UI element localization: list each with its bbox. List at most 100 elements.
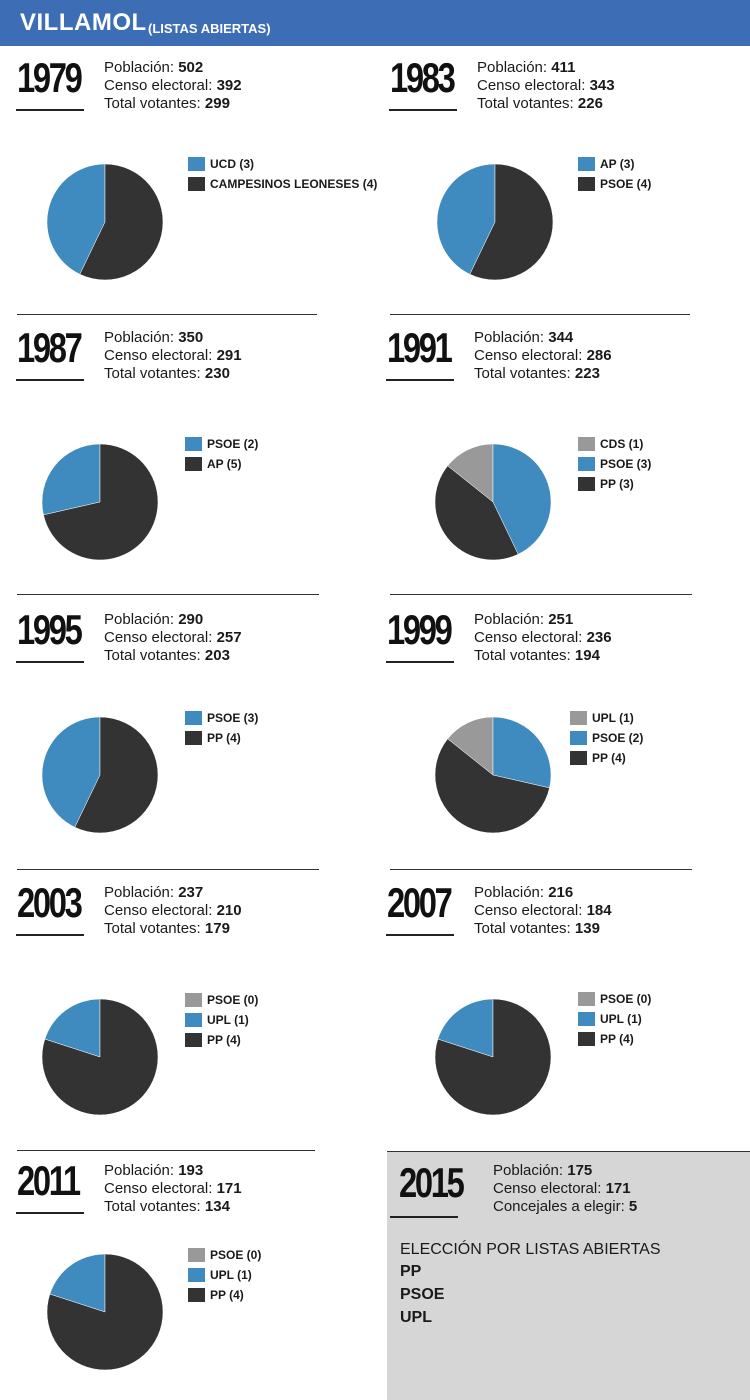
separator-line — [387, 1151, 750, 1152]
year-label: 2015 — [399, 1159, 465, 1206]
legend-swatch — [188, 1248, 205, 1262]
pie-slice — [74, 716, 159, 834]
pie-slice — [41, 998, 159, 1116]
stat-poblacion: Población: 502 — [104, 59, 204, 76]
year-label: 1991 — [387, 324, 453, 371]
stats: Población: 193 Censo electoral: 171 Total … — [104, 1162, 242, 1216]
stat-censo: Censo electoral: 286 — [474, 347, 612, 364]
pie-chart-1987 — [41, 443, 159, 561]
legend-swatch — [185, 1013, 202, 1027]
pie-chart-2007 — [434, 998, 552, 1116]
legend: AP (3) PSOE (4) — [578, 154, 651, 194]
legend-item: UPL (1) — [185, 1010, 258, 1030]
legend-item: UPL (1) — [570, 708, 643, 728]
legend-swatch — [578, 992, 595, 1006]
pie-slice — [46, 1253, 164, 1371]
stat-censo: Censo electoral: 171 — [493, 1180, 631, 1197]
pie-slice — [41, 443, 101, 516]
pie-slice — [43, 443, 159, 561]
legend-swatch — [185, 457, 202, 471]
year-underline — [386, 379, 454, 381]
pie-slice — [44, 998, 101, 1058]
legend-swatch — [578, 477, 595, 491]
pie-chart-1983 — [436, 163, 554, 281]
legend-swatch — [188, 157, 205, 171]
stat-censo: Censo electoral: 291 — [104, 347, 242, 364]
legend-label: PP (4) — [207, 1033, 241, 1047]
stat-votantes: Total votantes: 194 — [474, 647, 600, 664]
legend-item: PSOE (3) — [578, 454, 651, 474]
separator-line — [17, 1150, 315, 1151]
legend-label: CAMPESINOS LEONESES (4) — [210, 177, 378, 191]
legend-item: PP (4) — [188, 1285, 261, 1305]
pie-slice — [436, 163, 496, 275]
year-label: 1983 — [390, 54, 456, 101]
stat-votantes: Total votantes: 139 — [474, 920, 600, 937]
pie-slice — [434, 738, 550, 834]
stats: Población: 411 Censo electoral: 343 Total … — [477, 59, 615, 113]
stat-poblacion: Población: 251 — [474, 611, 574, 628]
party-upl: UPL — [400, 1309, 432, 1326]
year-label: 2007 — [387, 879, 453, 926]
pie-chart-1979 — [46, 163, 164, 281]
pie-slice — [469, 163, 554, 281]
year-label: 1999 — [387, 606, 453, 653]
stat-poblacion: Población: 175 — [493, 1162, 593, 1179]
stat-concejales: Concejales a elegir: 5 — [493, 1198, 638, 1215]
stats: Población: 216 Censo electoral: 184 Total … — [474, 884, 612, 938]
stats: Población: 502 Censo electoral: 392 Total … — [104, 59, 242, 113]
stats: Población: 237 Censo electoral: 210 Total … — [104, 884, 242, 938]
year-underline — [16, 109, 84, 111]
pie-slice — [447, 443, 494, 503]
pie-slice — [46, 163, 106, 275]
page-subtitle: (LISTAS ABIERTAS) — [148, 21, 271, 36]
pie-slice — [437, 998, 494, 1058]
year-label: 2003 — [17, 879, 83, 926]
legend-label: UPL (1) — [210, 1268, 252, 1282]
party-psoe: PSOE — [400, 1286, 445, 1303]
stat-censo: Censo electoral: 236 — [474, 629, 612, 646]
legend-item: PSOE (3) — [185, 708, 258, 728]
legend-label: PP (4) — [207, 731, 241, 745]
legend-label: PP (4) — [210, 1288, 244, 1302]
pie-slice — [447, 716, 494, 776]
legend-swatch — [185, 1033, 202, 1047]
stat-votantes: Total votantes: 230 — [104, 365, 230, 382]
year-label: 1987 — [17, 324, 83, 371]
year-underline — [16, 379, 84, 381]
legend-item: CAMPESINOS LEONESES (4) — [188, 174, 377, 194]
stats: Población: 290 Censo electoral: 257 Total … — [104, 611, 242, 665]
year-underline — [16, 1212, 84, 1214]
page-title: VILLAMOL — [20, 9, 147, 36]
year-label: 1979 — [17, 54, 83, 101]
stats: Población: 175 Censo electoral: 171 Conc… — [493, 1162, 637, 1216]
pie-chart-1999 — [434, 716, 552, 834]
legend-item: AP (5) — [185, 454, 258, 474]
legend: CDS (1) PSOE (3) PP (3) — [578, 434, 651, 494]
legend: UCD (3) CAMPESINOS LEONESES (4) — [188, 154, 377, 194]
legend-item: PP (4) — [570, 748, 643, 768]
legend: PSOE (2) AP (5) — [185, 434, 258, 474]
legend-swatch — [578, 157, 595, 171]
legend-label: CDS (1) — [600, 437, 644, 451]
legend-item: UPL (1) — [578, 1009, 651, 1029]
legend-swatch — [188, 1268, 205, 1282]
stat-poblacion: Población: 193 — [104, 1162, 204, 1179]
legend-label: PSOE (3) — [207, 711, 259, 725]
separator-line — [390, 314, 690, 315]
stat-censo: Censo electoral: 392 — [104, 77, 242, 94]
separator-line — [17, 594, 319, 595]
legend-label: PSOE (4) — [600, 177, 652, 191]
pie-slice — [79, 163, 164, 281]
separator-line — [390, 594, 692, 595]
stats: Población: 350 Censo electoral: 291 Total … — [104, 329, 242, 383]
legend-item: PP (4) — [185, 1030, 258, 1050]
stats: Población: 251 Censo electoral: 236 Total … — [474, 611, 612, 665]
stat-poblacion: Población: 344 — [474, 329, 574, 346]
pie-slice — [492, 443, 552, 555]
legend-swatch — [185, 437, 202, 451]
legend-item: PSOE (0) — [185, 990, 258, 1010]
legend-swatch — [570, 731, 587, 745]
legend-label: PSOE (2) — [592, 731, 644, 745]
legend-label: PSOE (2) — [207, 437, 259, 451]
